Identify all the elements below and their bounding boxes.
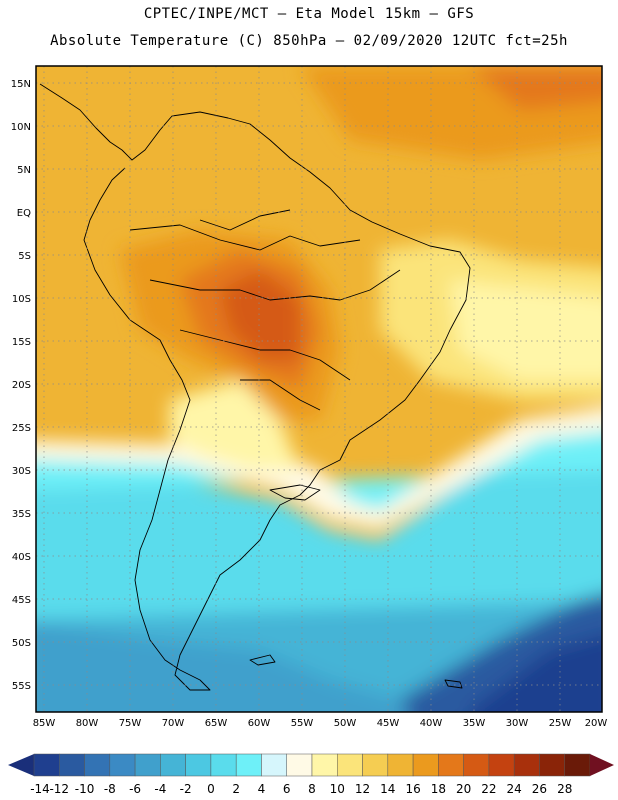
colorbar-swatch: [463, 753, 490, 777]
colorbar-label: 26: [532, 782, 547, 796]
colorbar-swatch: [261, 753, 287, 777]
lon-label: 50W: [334, 718, 357, 729]
colorbar-label: 8: [308, 782, 316, 796]
colorbar-low-arrow: [8, 754, 34, 776]
lon-label: 45W: [377, 718, 400, 729]
lon-label: 25W: [549, 718, 572, 729]
temperature-colorbar: -14 -12 -10 -8 -6 -4 -2 0 2 4 6 8 10 12 …: [8, 753, 614, 796]
colorbar-label: 18: [431, 782, 446, 796]
chart-title-line2: Absolute Temperature (C) 850hPa – 02/09/…: [50, 33, 568, 49]
colorbar-swatch: [362, 753, 389, 777]
colorbar-label: 0: [207, 782, 215, 796]
lat-label: 15S: [12, 337, 31, 348]
colorbar-swatch: [59, 753, 85, 777]
map-frame: [35, 65, 603, 713]
colorbar-swatch: [387, 753, 414, 777]
lat-label: 10S: [12, 294, 31, 305]
lon-label: 40W: [420, 718, 443, 729]
temperature-field: [36, 66, 602, 712]
lon-label: 80W: [76, 718, 99, 729]
lat-label: 10N: [11, 122, 31, 133]
colorbar-swatch: [33, 753, 60, 777]
colorbar-swatch: [134, 753, 161, 777]
colorbar-swatch: [513, 753, 540, 777]
lon-label: 75W: [119, 718, 142, 729]
chart-title-line1: CPTEC/INPE/MCT – Eta Model 15km – GFS: [143, 6, 475, 22]
lat-label: 20S: [12, 380, 31, 391]
colorbar-swatch: [210, 753, 237, 777]
colorbar-label: 24: [507, 782, 522, 796]
colorbar-swatch: [488, 753, 515, 777]
lat-label: 55S: [12, 681, 31, 692]
colorbar-high-arrow: [590, 754, 614, 776]
colorbar-swatch: [438, 753, 464, 777]
lon-label: 70W: [162, 718, 185, 729]
colorbar-swatch: [337, 753, 363, 777]
colorbar-label: -4: [154, 782, 166, 796]
colorbar-label: 4: [258, 782, 266, 796]
latitude-axis: 15N 10N 5N EQ 5S 10S 15S 20S 25S 30S 35S…: [11, 79, 31, 692]
lat-label: 45S: [12, 595, 31, 606]
colorbar-swatch: [84, 753, 111, 777]
lon-label: 65W: [205, 718, 228, 729]
colorbar-swatch: [412, 753, 439, 777]
lon-label: 60W: [248, 718, 271, 729]
colorbar-label: 6: [283, 782, 291, 796]
colorbar-swatch: [311, 753, 338, 777]
lat-lon-gridlines: [36, 66, 602, 712]
coastline-outline: [39, 83, 471, 691]
colorbar-label: 28: [557, 782, 572, 796]
colorbar-swatch: [539, 753, 565, 777]
colorbar-swatch: [564, 753, 591, 777]
colorbar-label: -6: [129, 782, 141, 796]
lat-label: 35S: [12, 509, 31, 520]
colorbar-swatch: [286, 753, 313, 777]
colorbar-label: -12: [49, 782, 69, 796]
colorbar-label: -8: [104, 782, 116, 796]
colorbar-label: -14: [30, 782, 50, 796]
lat-label: 5N: [17, 165, 31, 176]
lon-label: 20W: [585, 718, 608, 729]
colorbar-label: 16: [405, 782, 420, 796]
colorbar-label: 10: [330, 782, 345, 796]
lat-label: 5S: [18, 251, 31, 262]
lat-label: 30S: [12, 466, 31, 477]
lon-label: 55W: [291, 718, 314, 729]
lon-label: 85W: [33, 718, 56, 729]
colorbar-swatch: [160, 753, 186, 777]
colorbar-label: -2: [180, 782, 192, 796]
longitude-axis: 85W 80W 75W 70W 65W 60W 55W 50W 45W 40W …: [33, 718, 608, 729]
lat-label: EQ: [17, 208, 31, 219]
lat-label: 50S: [12, 638, 31, 649]
colorbar-label: 12: [355, 782, 370, 796]
colorbar-swatch: [235, 753, 262, 777]
lat-label: 15N: [11, 79, 31, 90]
colorbar-swatch: [109, 753, 136, 777]
colorbar-label: -10: [75, 782, 95, 796]
lon-label: 35W: [463, 718, 486, 729]
colorbar-label: 2: [232, 782, 240, 796]
lat-label: 25S: [12, 423, 31, 434]
colorbar-swatch: [185, 753, 212, 777]
colorbar-label: 14: [380, 782, 395, 796]
colorbar-label: 20: [456, 782, 471, 796]
colorbar-label: 22: [481, 782, 496, 796]
lat-label: 40S: [12, 552, 31, 563]
lon-label: 30W: [506, 718, 529, 729]
